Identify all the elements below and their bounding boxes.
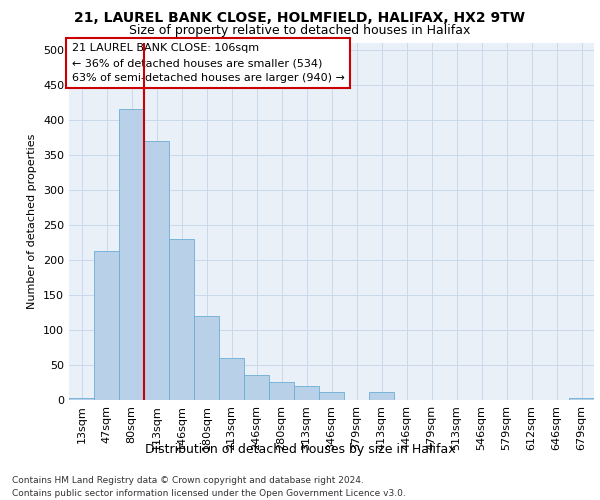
Bar [194,316,219,400]
Bar [169,239,194,400]
Bar [244,376,269,400]
Bar [69,398,94,400]
Text: Distribution of detached houses by size in Halifax: Distribution of detached houses by size … [145,442,455,456]
Text: Contains public sector information licensed under the Open Government Licence v3: Contains public sector information licen… [12,489,406,498]
Text: 21 LAUREL BANK CLOSE: 106sqm
← 36% of detached houses are smaller (534)
63% of s: 21 LAUREL BANK CLOSE: 106sqm ← 36% of de… [71,43,344,83]
Bar [319,392,344,400]
Text: Contains HM Land Registry data © Crown copyright and database right 2024.: Contains HM Land Registry data © Crown c… [12,476,364,485]
Text: Size of property relative to detached houses in Halifax: Size of property relative to detached ho… [130,24,470,37]
Bar [144,140,169,400]
Bar [294,386,319,400]
Bar [269,382,294,400]
Bar [369,392,394,400]
Bar [94,250,119,400]
Bar [219,358,244,400]
Bar [119,109,144,400]
Text: 21, LAUREL BANK CLOSE, HOLMFIELD, HALIFAX, HX2 9TW: 21, LAUREL BANK CLOSE, HOLMFIELD, HALIFA… [74,12,526,26]
Y-axis label: Number of detached properties: Number of detached properties [28,134,37,309]
Bar [569,398,594,400]
